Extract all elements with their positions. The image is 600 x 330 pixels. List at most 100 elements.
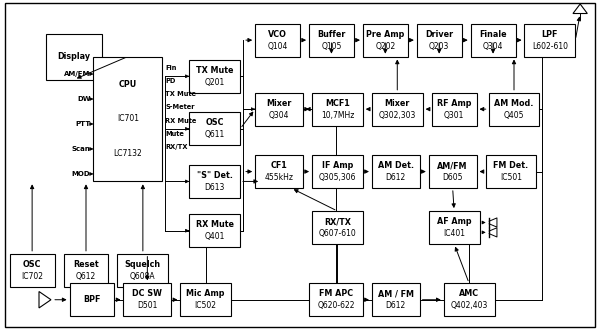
- Bar: [94, 56, 163, 182]
- Text: Mixer: Mixer: [266, 99, 292, 108]
- Bar: [189, 60, 240, 93]
- Text: Scan: Scan: [72, 146, 91, 152]
- Text: Q105: Q105: [321, 42, 341, 50]
- Text: D501: D501: [137, 301, 158, 310]
- Text: RX/TX: RX/TX: [324, 217, 351, 226]
- Text: FM Det.: FM Det.: [493, 161, 529, 170]
- Bar: [372, 283, 420, 316]
- Bar: [255, 155, 303, 188]
- Text: Q612: Q612: [76, 272, 96, 280]
- Text: LPF: LPF: [542, 30, 558, 39]
- Text: Q608A: Q608A: [130, 272, 155, 280]
- Text: Mute: Mute: [166, 131, 184, 137]
- Text: CF1: CF1: [271, 161, 287, 170]
- Text: Q401: Q401: [205, 232, 225, 241]
- Text: RX Mute: RX Mute: [166, 117, 197, 124]
- Text: Pre Amp: Pre Amp: [366, 30, 404, 39]
- Text: DC SW: DC SW: [133, 289, 163, 298]
- Bar: [372, 155, 420, 188]
- Text: IC701: IC701: [117, 115, 139, 123]
- Text: RX/TX: RX/TX: [166, 144, 188, 150]
- Bar: [309, 283, 363, 316]
- Text: CPU: CPU: [119, 80, 137, 88]
- Text: AF Amp: AF Amp: [437, 217, 472, 226]
- Text: AM/FM: AM/FM: [64, 71, 91, 77]
- Text: Q305,306: Q305,306: [319, 173, 356, 182]
- Text: RX Mute: RX Mute: [196, 220, 233, 229]
- Text: Q611: Q611: [205, 130, 225, 139]
- Text: Q202: Q202: [375, 42, 395, 50]
- Text: IC502: IC502: [195, 301, 217, 310]
- Polygon shape: [39, 291, 51, 308]
- Bar: [470, 24, 515, 56]
- Bar: [443, 283, 494, 316]
- Text: PD: PD: [166, 78, 176, 84]
- Text: TX Mute: TX Mute: [196, 66, 233, 75]
- Bar: [70, 283, 115, 316]
- Bar: [429, 155, 476, 188]
- Text: D612: D612: [386, 173, 406, 182]
- Text: Q304: Q304: [269, 111, 289, 119]
- Text: MCF1: MCF1: [325, 99, 350, 108]
- Text: IF Amp: IF Amp: [322, 161, 353, 170]
- Text: Q402,403: Q402,403: [451, 301, 488, 310]
- Bar: [485, 155, 536, 188]
- Bar: [118, 254, 169, 286]
- Bar: [46, 34, 103, 80]
- Text: Q620-622: Q620-622: [317, 301, 355, 310]
- Bar: [189, 214, 240, 247]
- Text: LC7132: LC7132: [113, 149, 142, 158]
- Text: DW: DW: [77, 96, 91, 102]
- Bar: [312, 93, 363, 126]
- Bar: [64, 254, 109, 286]
- Bar: [417, 24, 461, 56]
- Bar: [189, 165, 240, 198]
- Text: RF Amp: RF Amp: [437, 99, 472, 108]
- Text: IC501: IC501: [500, 173, 522, 182]
- Bar: [10, 254, 55, 286]
- Text: Q607-610: Q607-610: [319, 229, 356, 238]
- Text: AMC: AMC: [459, 289, 479, 298]
- Text: Mic Amp: Mic Amp: [187, 289, 225, 298]
- Text: MOD: MOD: [72, 171, 91, 177]
- Text: Reset: Reset: [73, 260, 99, 269]
- Text: Q203: Q203: [429, 42, 449, 50]
- Text: PTT: PTT: [75, 121, 91, 127]
- Text: Q104: Q104: [268, 42, 288, 50]
- Text: Q302,303: Q302,303: [379, 111, 416, 119]
- Text: AM Det.: AM Det.: [378, 161, 414, 170]
- Text: D605: D605: [442, 173, 463, 182]
- Bar: [488, 93, 539, 126]
- Bar: [372, 93, 423, 126]
- Text: L602-610: L602-610: [532, 42, 568, 50]
- Bar: [312, 211, 363, 244]
- Text: FM APC: FM APC: [319, 289, 353, 298]
- Bar: [363, 24, 408, 56]
- Text: Buffer: Buffer: [317, 30, 346, 39]
- Bar: [124, 283, 171, 316]
- Text: Display: Display: [58, 52, 91, 61]
- Text: VCO: VCO: [268, 30, 287, 39]
- Bar: [312, 155, 363, 188]
- Bar: [255, 24, 300, 56]
- Text: S-Meter: S-Meter: [166, 105, 195, 111]
- Bar: [180, 283, 231, 316]
- Text: AM Mod.: AM Mod.: [494, 99, 533, 108]
- Text: BPF: BPF: [83, 295, 101, 304]
- Text: Q304: Q304: [483, 42, 503, 50]
- Text: Fin: Fin: [166, 65, 176, 71]
- Text: IC401: IC401: [443, 229, 465, 238]
- Text: OSC: OSC: [205, 118, 224, 127]
- Text: Q201: Q201: [205, 78, 225, 87]
- Text: TX Mute: TX Mute: [166, 91, 196, 97]
- Text: Finale: Finale: [479, 30, 507, 39]
- Text: Mixer: Mixer: [385, 99, 410, 108]
- Bar: [189, 113, 240, 145]
- Polygon shape: [573, 4, 587, 14]
- Text: AM/FM: AM/FM: [437, 161, 468, 170]
- Bar: [429, 211, 479, 244]
- Text: D612: D612: [386, 301, 406, 310]
- Text: Q405: Q405: [504, 111, 524, 119]
- Text: 10,7MHz: 10,7MHz: [321, 111, 354, 119]
- Text: OSC: OSC: [23, 260, 41, 269]
